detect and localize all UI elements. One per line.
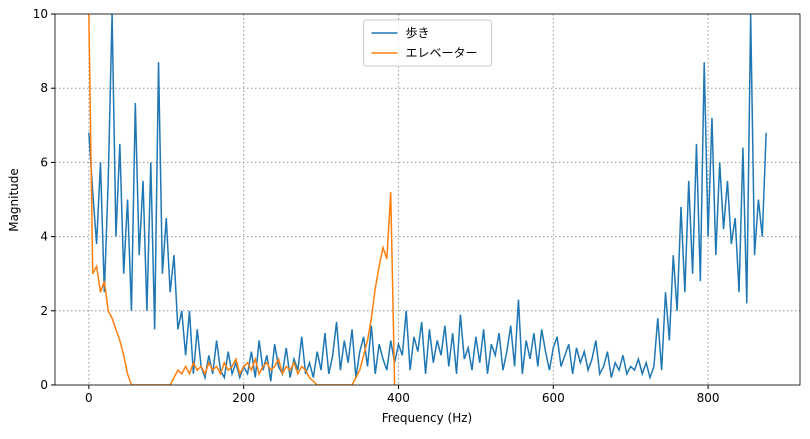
x-tick-label: 600 (542, 391, 565, 405)
y-tick-label: 10 (33, 7, 48, 21)
x-tick-label: 800 (697, 391, 720, 405)
y-tick-label: 4 (40, 230, 48, 244)
plot-frame (54, 13, 801, 386)
y-tick-label: 2 (40, 304, 48, 318)
x-tick-label: 200 (232, 391, 255, 405)
y-tick-label: 6 (40, 155, 48, 169)
x-axis-label: Frequency (Hz) (382, 411, 473, 425)
x-tick-label: 0 (85, 391, 93, 405)
y-axis-label: Magnitude (7, 168, 21, 232)
x-tick-label: 400 (387, 391, 410, 405)
series-line (88, 14, 396, 385)
legend-label: エレベーター (406, 46, 478, 60)
legend-box (363, 19, 492, 67)
legend-label: 歩き (406, 25, 430, 40)
y-tick-label: 0 (40, 378, 48, 392)
series-line (88, 14, 767, 382)
y-tick-label: 8 (40, 81, 48, 95)
